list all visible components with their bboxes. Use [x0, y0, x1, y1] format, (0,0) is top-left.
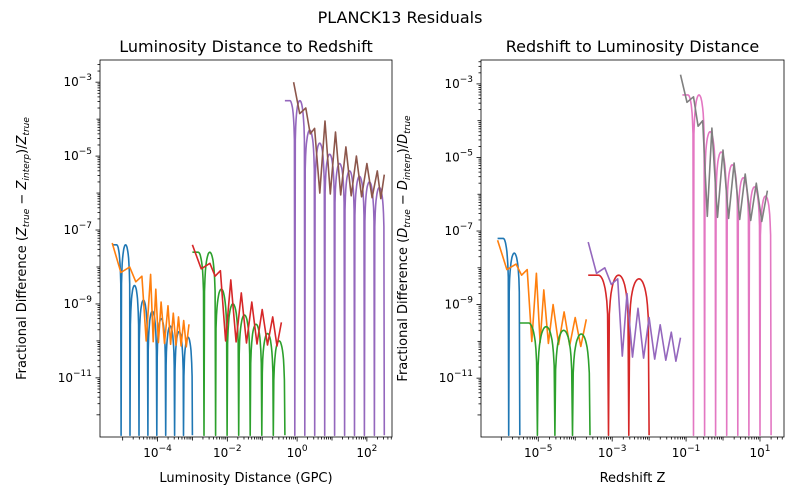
- series-1-4: [587, 241, 682, 362]
- y-tick-label: 10−5: [444, 148, 473, 164]
- series-1-6: [679, 74, 769, 223]
- series-1-5: [682, 94, 772, 436]
- y-tick-label: 10−5: [63, 147, 92, 163]
- y-tick-label: 10−9: [63, 295, 92, 311]
- chart-left-axes-frame: [99, 59, 393, 438]
- series-1-3: [588, 274, 650, 436]
- series-1-2: [519, 322, 591, 436]
- series-0-4: [284, 99, 386, 436]
- x-tick-label: 10−1: [672, 444, 701, 460]
- chart-right-axes-frame: [480, 59, 785, 438]
- x-tick-label: 101: [749, 444, 770, 460]
- x-tick-label: 100: [287, 444, 308, 460]
- chart-right-ylabel: Fractional Difference (Dtrue − Dinterp)/…: [396, 115, 413, 382]
- series-0-5: [292, 82, 386, 200]
- chart-left-plot-area: [111, 82, 386, 436]
- x-tick-label: 10−2: [213, 444, 242, 460]
- y-tick-label: 10−7: [63, 221, 92, 237]
- series-0-2: [192, 251, 286, 436]
- chart-right: Redshift to Luminosity Distance 10−5 10−3…: [396, 37, 785, 486]
- x-tick-label: 10−5: [524, 444, 553, 460]
- y-tick-label: 10−9: [444, 296, 473, 312]
- chart-left-title: Luminosity Distance to Redshift: [119, 37, 372, 56]
- chart-left: Luminosity Distance to Redshift 10−4 10−2…: [15, 37, 393, 486]
- chart-left-ticks: 10−4 10−2 100 102 10−3 10−5 10−7 10−9 10−11: [58, 64, 392, 460]
- series-1-0: [497, 237, 521, 436]
- chart-right-title: Redshift to Luminosity Distance: [506, 37, 759, 56]
- chart-right-xlabel: Redshift Z: [600, 471, 666, 486]
- y-tick-label: 10−11: [439, 369, 473, 385]
- x-tick-label: 10−3: [598, 444, 627, 460]
- x-tick-label: 10−4: [143, 444, 172, 460]
- series-0-1: [111, 242, 190, 348]
- y-tick-label: 10−11: [58, 369, 92, 385]
- series-0-3: [191, 244, 283, 347]
- chart-right-ticks: 10−5 10−3 10−1 101 10−3 10−5 10−7 10−9 10−11: [439, 61, 783, 460]
- x-tick-label: 102: [356, 444, 377, 460]
- chart-left-xlabel: Luminosity Distance (GPC): [159, 471, 332, 486]
- y-tick-label: 10−3: [444, 75, 473, 91]
- chart-left-ylabel: Fractional Difference (Ztrue − Zinterp)/…: [15, 117, 32, 380]
- figure-suptitle: PLANCK13 Residuals: [318, 8, 483, 27]
- series-1-1: [496, 239, 588, 348]
- y-tick-label: 10−3: [63, 73, 92, 89]
- y-tick-label: 10−7: [444, 222, 473, 238]
- chart-right-plot-area: [496, 74, 772, 436]
